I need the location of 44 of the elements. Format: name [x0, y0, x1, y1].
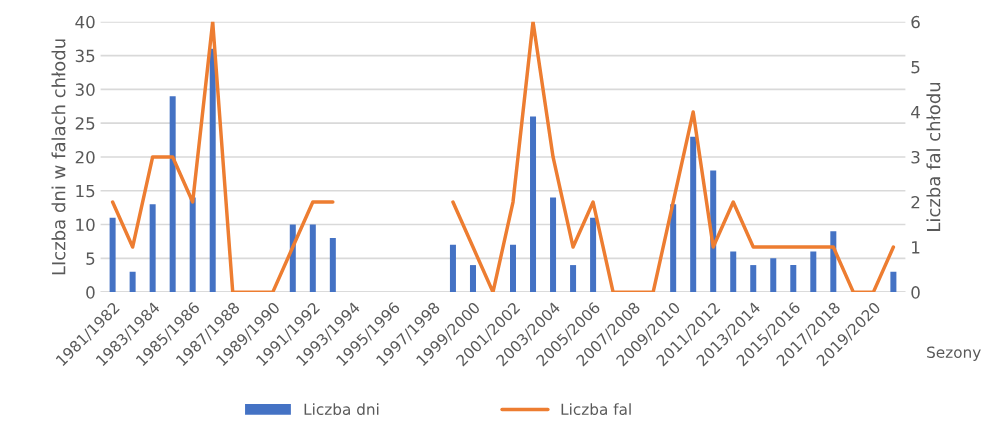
bar	[169, 96, 176, 293]
bar	[129, 271, 136, 293]
y-tick-label: 15	[76, 184, 95, 198]
bar	[690, 136, 697, 293]
bar	[309, 224, 316, 293]
bar	[149, 204, 156, 293]
y2-tick-label: 6	[911, 15, 920, 29]
y2-tick-label: 1	[912, 241, 920, 254]
bar	[530, 116, 537, 293]
y2-tick-label: 0	[911, 286, 920, 299]
bar	[670, 204, 677, 293]
bar	[770, 258, 777, 293]
x-axis-title: Sezony	[927, 346, 981, 361]
bar	[790, 265, 797, 293]
legend-label: Liczba dni	[304, 403, 379, 416]
bar	[730, 251, 737, 293]
y2-tick-label: 4	[911, 106, 920, 119]
y-tick-label: 35	[75, 49, 95, 63]
y-tick-label: 10	[76, 218, 95, 232]
y-tick-label: 0	[86, 286, 95, 299]
bar	[570, 265, 577, 293]
bar	[550, 197, 557, 293]
y-axis-title: LIczba dni w falach chłodu	[51, 39, 66, 275]
bar	[449, 244, 456, 293]
bar	[890, 271, 897, 293]
bar	[469, 265, 476, 293]
y-tick-label: 5	[86, 252, 95, 265]
y-tick-label: 40	[75, 15, 95, 29]
bar	[590, 217, 597, 293]
bar	[810, 251, 817, 293]
bar	[329, 238, 336, 293]
bar	[750, 265, 757, 293]
y2-axis-title: Liczba fal chłodu	[926, 82, 941, 231]
y2-tick-label: 2	[911, 195, 920, 209]
bar	[189, 197, 196, 293]
legend-label: Liczba fal	[561, 403, 631, 416]
y-tick-label: 30	[75, 83, 95, 96]
bar	[209, 48, 216, 293]
y-tick-label: 25	[75, 117, 95, 130]
y-tick-label: 20	[75, 150, 95, 164]
y2-tick-label: 3	[911, 150, 920, 164]
bar	[109, 217, 116, 293]
bar	[510, 244, 517, 293]
y2-tick-label: 5	[911, 61, 920, 74]
